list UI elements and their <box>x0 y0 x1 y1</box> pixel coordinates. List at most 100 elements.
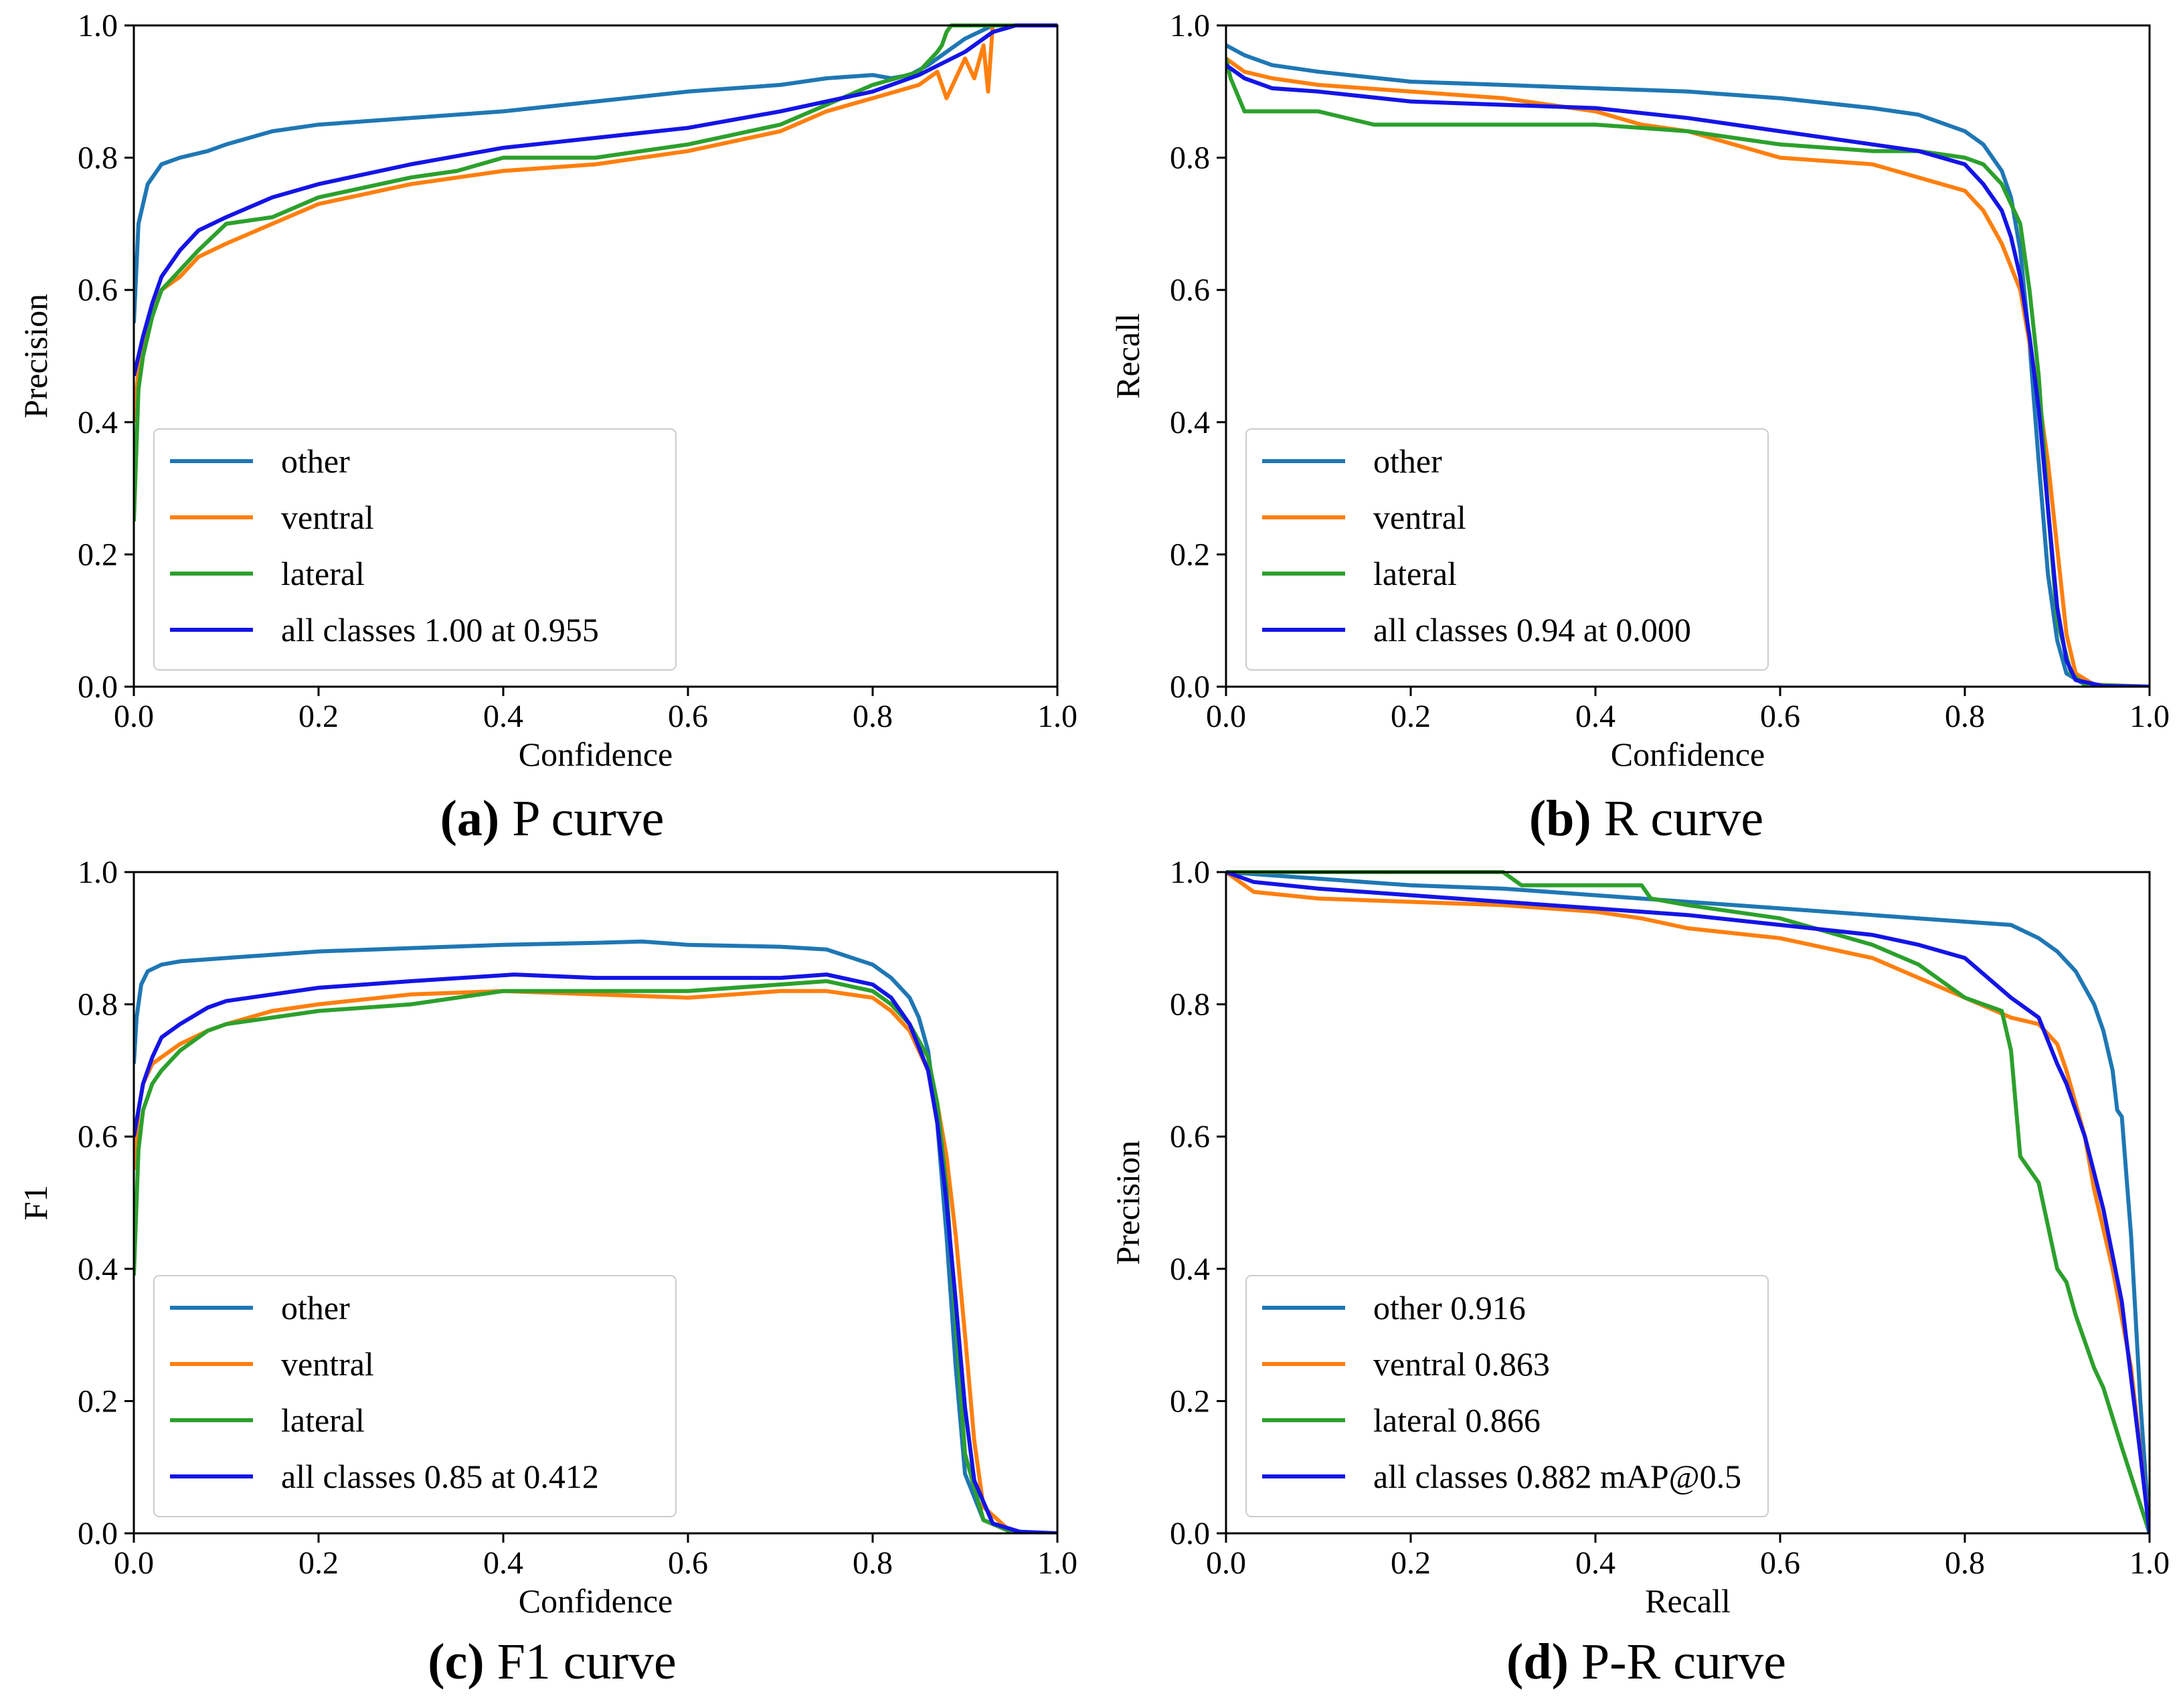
pr-curve-legend-item: other 0.916 <box>1262 1289 1526 1327</box>
pr-curve-series-line-other <box>1226 870 2150 1533</box>
r-curve-caption-text: R curve <box>1591 790 1763 847</box>
r-curve-series-line-other <box>1226 43 2150 687</box>
f1-curve-legend-label: lateral <box>281 1401 365 1439</box>
r-curve-y-tick-label: 0.0 <box>1170 669 1210 705</box>
pr-curve-y-tick-label: 0.0 <box>1170 1516 1210 1551</box>
r-curve-y-tick-label: 0.8 <box>1170 141 1210 176</box>
p-curve-legend: other ventral lateral all classes 1.00 at 0… <box>153 428 677 671</box>
f1-curve-caption-label: (c) <box>428 1634 484 1690</box>
r-curve-y-axis-label: Recall <box>1109 313 1146 399</box>
p-curve-axes-frame <box>133 24 1059 688</box>
p-curve-series-line-lateral <box>134 23 1057 522</box>
r-curve-legend-label: all classes 0.94 at 0.000 <box>1373 611 1691 649</box>
r-curve-series-line-ventral <box>1226 56 2150 687</box>
p-curve-x-tick-label: 1.0 <box>1037 699 1077 734</box>
p-curve-legend-item: other <box>170 442 350 480</box>
p-curve-legend-label: other <box>281 442 350 480</box>
f1-curve-legend-label: other <box>281 1289 350 1327</box>
pr-curve-caption-label: (d) <box>1506 1634 1569 1690</box>
f1-curve-legend-item: other <box>170 1289 350 1327</box>
pr-curve-x-tick-label: 0.2 <box>1391 1545 1431 1581</box>
p-curve-y-tick-label: 0.0 <box>78 669 118 705</box>
pr-curve-y-tick-label: 0.2 <box>1170 1383 1210 1419</box>
f1-curve-series-group <box>134 939 1057 1533</box>
r-curve-x-axis-label: Confidence <box>1611 736 1765 773</box>
p-curve-x-tick-label: 0.0 <box>114 699 154 734</box>
p-curve-legend-label: all classes 1.00 at 0.955 <box>281 611 599 649</box>
p-curve-y-tick-label: 0.6 <box>78 272 118 308</box>
r-curve-legend-item: other <box>1262 442 1442 480</box>
r-curve-y-tick-label: 0.6 <box>1170 272 1210 308</box>
p-curve-x-tick-label: 0.6 <box>668 699 708 734</box>
p-curve-y-tick-label: 0.8 <box>78 141 118 176</box>
pr-curve-x-tick-label: 0.0 <box>1206 1545 1246 1581</box>
pr-curve-series-line-all <box>1226 870 2150 1533</box>
f1-curve-x-tick-label: 1.0 <box>1037 1545 1077 1581</box>
p-curve-x-axis-label: Confidence <box>519 736 673 773</box>
f1-curve-y-tick-label: 1.0 <box>78 855 118 890</box>
r-curve-legend: other ventral lateral all classes 0.94 at 0… <box>1245 428 1769 671</box>
f1-curve-legend-item: lateral <box>170 1401 365 1439</box>
f1-curve-y-tick-label: 0.0 <box>78 1516 118 1551</box>
r-curve-caption-label: (b) <box>1529 790 1591 847</box>
r-curve-series-line-all <box>1226 63 2150 687</box>
pr-curve-y-tick-label: 0.4 <box>1170 1252 1210 1287</box>
p-curve-legend-label: ventral <box>281 499 374 536</box>
r-curve-legend-item: lateral <box>1262 555 1457 592</box>
f1-curve-legend-label: ventral <box>281 1345 374 1383</box>
pr-curve-x-tick-label: 0.8 <box>1945 1545 1985 1581</box>
p-curve-series-group <box>134 23 1057 522</box>
p-curve-caption: (a) P curve <box>440 790 665 847</box>
r-curve-x-tick-label: 0.6 <box>1760 699 1800 734</box>
pr-curve-legend-box <box>1245 1275 1769 1517</box>
f1-curve-y-tick-label: 0.2 <box>78 1383 118 1419</box>
f1-curve-axes-frame <box>133 871 1059 1535</box>
p-curve-legend-item: lateral <box>170 555 365 592</box>
f1-curve-legend: other ventral lateral all classes 0.85 at 0… <box>153 1275 677 1517</box>
r-curve-series-group <box>1226 43 2150 687</box>
f1-curve-x-tick-label: 0.6 <box>668 1545 708 1581</box>
pr-curve-legend-item: all classes 0.882 mAP@0.5 <box>1262 1458 1741 1495</box>
pr-curve-caption: (d) P-R curve <box>1506 1634 1786 1690</box>
pr-curve-y-tick-label: 0.6 <box>1170 1119 1210 1155</box>
pr-curve-x-axis-label: Recall <box>1645 1582 1731 1620</box>
p-curve-x-tick-label: 0.8 <box>853 699 893 734</box>
f1-curve-panel: 0.0 0.2 0.4 0.6 0.8 1.0 0.0 0.2 0.4 0.6 0.8 1.0 Conf… <box>17 855 1077 1690</box>
f1-curve-x-tick-label: 0.0 <box>114 1545 154 1581</box>
f1-curve-legend-item: ventral <box>170 1345 374 1383</box>
pr-curve-legend-label: other 0.916 <box>1373 1289 1526 1327</box>
p-curve-caption-label: (a) <box>440 790 500 847</box>
r-curve-axes-frame <box>1225 24 2151 688</box>
r-curve-legend-label: lateral <box>1373 555 1457 592</box>
r-curve-legend-item: ventral <box>1262 499 1466 536</box>
r-curve-x-tick-label: 0.2 <box>1391 699 1431 734</box>
pr-curve-series-line-lateral <box>1226 870 2150 1533</box>
p-curve-y-tick-label: 0.2 <box>78 537 118 572</box>
r-curve-caption: (b) R curve <box>1529 790 1763 847</box>
panels: 0.0 0.2 0.4 0.6 0.8 1.0 0.0 0.2 0.4 0.6 0.8 1.0 Conf… <box>17 8 2170 1690</box>
f1-curve-caption: (c) F1 curve <box>428 1634 676 1690</box>
pr-curve-y-tick-label: 0.8 <box>1170 987 1210 1023</box>
f1-curve-y-tick-label: 0.4 <box>78 1252 118 1287</box>
f1-curve-x-tick-label: 0.4 <box>483 1545 523 1581</box>
f1-curve-x-axis-label: Confidence <box>519 1582 673 1620</box>
r-curve-x-tick-label: 0.8 <box>1945 699 1985 734</box>
pr-curve-x-tick-label: 0.4 <box>1575 1545 1616 1581</box>
f1-curve-legend-label: all classes 0.85 at 0.412 <box>281 1458 599 1495</box>
f1-curve-y-tick-label: 0.6 <box>78 1119 118 1155</box>
p-curve-legend-box <box>153 428 677 671</box>
pr-curve-x-tick-label: 1.0 <box>2129 1545 2170 1581</box>
r-curve-y-tick-label: 0.4 <box>1170 405 1210 440</box>
p-curve-y-axis-label: Precision <box>17 294 54 418</box>
p-curve-legend-label: lateral <box>281 555 365 592</box>
p-curve-legend-item: ventral <box>170 499 374 536</box>
r-curve-x-tick-label: 1.0 <box>2129 699 2170 734</box>
pr-curve-series-line-ventral <box>1226 870 2150 1533</box>
pr-curve-series-group <box>1226 870 2150 1533</box>
pr-curve-axes-frame <box>1225 871 2151 1535</box>
f1-curve-series-line-ventral <box>134 989 1057 1533</box>
f1-curve-y-axis-label: F1 <box>17 1185 54 1221</box>
r-curve-y-tick-label: 0.2 <box>1170 537 1210 572</box>
pr-curve-caption-text: P-R curve <box>1569 1634 1786 1690</box>
